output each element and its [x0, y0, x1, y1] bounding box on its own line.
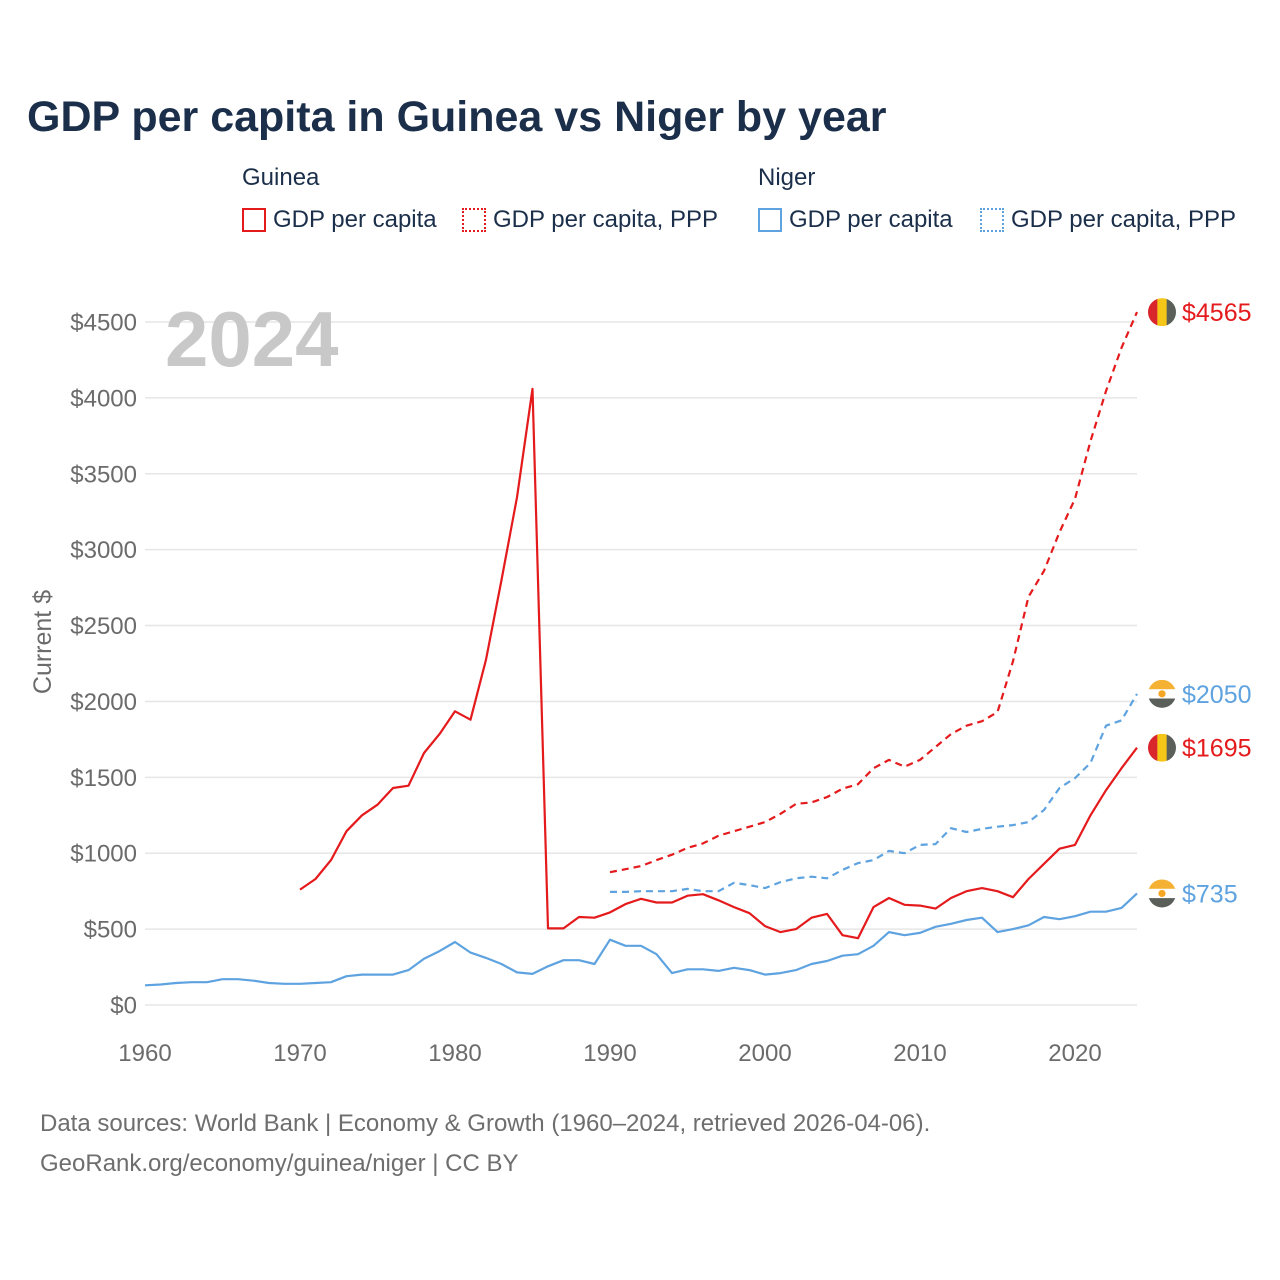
legend-swatch-dotted	[462, 208, 486, 232]
flag-band	[1148, 679, 1176, 690]
legend-item-guinea-gdp: GDP per capita	[242, 208, 437, 232]
x-tick-label: 2010	[893, 1040, 946, 1067]
flag-band	[1148, 733, 1158, 762]
flag-band	[1166, 298, 1176, 327]
niger-flag-icon	[1148, 879, 1176, 908]
niger-gdp-ppp-line	[610, 693, 1138, 893]
flag-band	[1157, 298, 1168, 327]
y-tick-label: $2500	[70, 613, 137, 640]
chart-title: GDP per capita in Guinea vs Niger by yea…	[27, 93, 887, 141]
legend-swatch-dotted	[980, 208, 1004, 232]
guinea-gdp-end-label: $1695	[1182, 735, 1252, 763]
flag-band	[1148, 879, 1176, 890]
y-tick-label: $1000	[70, 841, 137, 868]
legend-group-guinea: Guinea	[242, 164, 320, 191]
source-link-license: GeoRank.org/economy/guinea/niger | CC BY	[40, 1150, 519, 1177]
guinea-gdp-ppp-end-label: $4565	[1182, 299, 1252, 327]
x-tick-label: 1960	[118, 1040, 171, 1067]
y-tick-label: $4500	[70, 310, 137, 337]
legend-group-niger: Niger	[758, 164, 816, 191]
x-tick-label: 2020	[1048, 1040, 1101, 1067]
x-tick-label: 1990	[583, 1040, 636, 1067]
niger-flag-icon	[1148, 679, 1176, 708]
legend-swatch-solid	[242, 208, 266, 232]
y-tick-label: $1500	[70, 765, 137, 792]
gridlines	[145, 321, 1137, 1006]
y-tick-label: $0	[110, 993, 137, 1020]
year-label: 2024	[165, 295, 339, 383]
end-labels: $1695 $4565 $735 $2050	[1182, 299, 1252, 908]
niger-gdp-end-label: $735	[1182, 880, 1238, 908]
flag-band	[1148, 698, 1176, 708]
flag-band	[1166, 733, 1176, 762]
legend-label: GDP per capita	[273, 206, 437, 233]
guinea-flag-icon	[1148, 298, 1176, 327]
y-tick-label: $4000	[70, 385, 137, 412]
legend-item-guinea-gdp-ppp: GDP per capita, PPP	[462, 208, 718, 232]
y-tick-label: $2000	[70, 689, 137, 716]
axis-ticks: $0 $500 $1000 $1500 $2000 $2500 $3000 $3500 $400…	[70, 310, 1101, 1068]
niger-gdp-line	[144, 892, 1138, 987]
guinea-gdp-ppp-line	[609, 311, 1139, 874]
guinea-gdp-line	[299, 387, 1138, 940]
flag-band	[1148, 298, 1158, 327]
legend-item-niger-gdp-ppp: GDP per capita, PPP	[980, 208, 1236, 232]
x-tick-label: 1980	[428, 1040, 481, 1067]
legend-label: GDP per capita	[789, 206, 953, 233]
flag-band	[1148, 898, 1176, 908]
flag-band	[1157, 733, 1168, 762]
legend-item-niger-gdp: GDP per capita	[758, 208, 953, 232]
niger-gdp-ppp-end-label: $2050	[1182, 681, 1252, 709]
guinea-flag-icon	[1148, 733, 1176, 762]
y-tick-label: $3500	[70, 461, 137, 488]
legend-label: GDP per capita, PPP	[493, 206, 718, 233]
legend-label: GDP per capita, PPP	[1011, 206, 1236, 233]
series-lines	[144, 311, 1139, 987]
end-flags	[1148, 298, 1176, 908]
flag-emblem	[1158, 690, 1166, 698]
x-tick-label: 2000	[738, 1040, 791, 1067]
data-sources-note: Data sources: World Bank | Economy & Gro…	[40, 1110, 931, 1137]
y-tick-label: $500	[84, 917, 137, 944]
y-axis-label: Current $	[29, 590, 57, 694]
y-tick-label: $3000	[70, 537, 137, 564]
x-tick-label: 1970	[273, 1040, 326, 1067]
flag-emblem	[1158, 889, 1166, 898]
legend-swatch-solid	[758, 208, 782, 232]
